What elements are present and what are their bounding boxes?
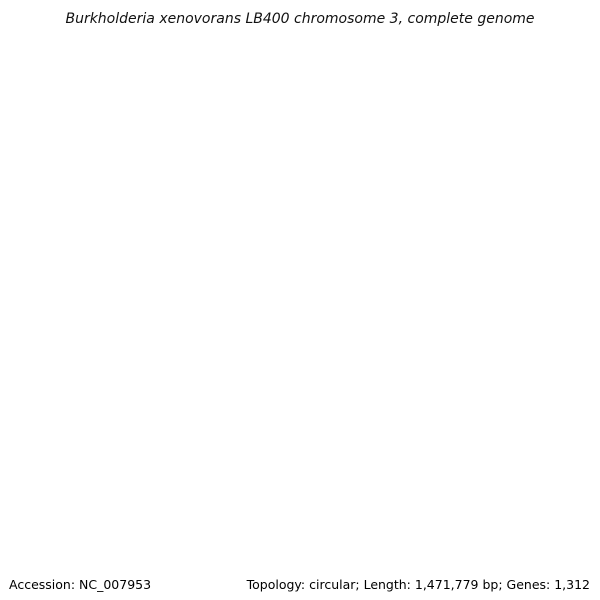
map-title: Burkholderia xenovorans LB400 chromosome… [65, 11, 534, 27]
topology-summary: Topology: circular; Length: 1,471,779 bp… [246, 577, 590, 592]
accession-text: Accession: NC_007953 [9, 577, 152, 592]
